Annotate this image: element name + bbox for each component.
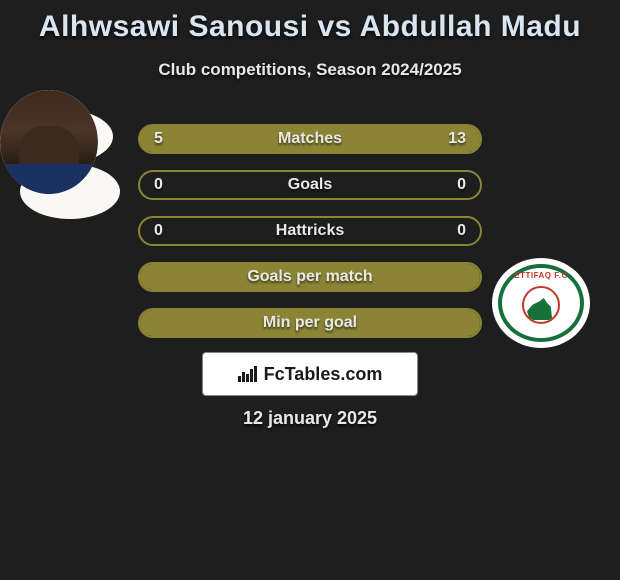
stat-label: Goals (288, 176, 332, 194)
stat-row: Min per goal (138, 308, 482, 338)
comparison-card: Alhwsawi Sanousi vs Abdullah Madu Club c… (0, 0, 620, 90)
club-badge-inner: ETTIFAQ F.C (498, 264, 584, 342)
player2-club-badge: ETTIFAQ F.C (492, 258, 590, 348)
stat-fill-right (235, 126, 480, 152)
stat-row: 0 Goals 0 (138, 170, 482, 200)
stat-value-right: 0 (457, 176, 466, 194)
stat-value-left: 5 (154, 130, 163, 148)
branding-box[interactable]: FcTables.com (202, 352, 418, 396)
stat-label: Matches (278, 130, 342, 148)
stat-value-left: 0 (154, 176, 163, 194)
stat-label: Min per goal (263, 314, 357, 332)
stats-container: 5 Matches 13 0 Goals 0 0 Hattricks 0 Goals per ma… (138, 124, 482, 354)
player-face-graphic (0, 90, 98, 194)
stat-row: 0 Hattricks 0 (138, 216, 482, 246)
page-title: Alhwsawi Sanousi vs Abdullah Madu (0, 10, 620, 44)
stat-label: Hattricks (276, 222, 344, 240)
stat-label: Goals per match (247, 268, 372, 286)
date-text: 12 january 2025 (243, 408, 377, 429)
stat-value-left: 0 (154, 222, 163, 240)
stat-value-right: 0 (457, 222, 466, 240)
stat-row: Goals per match (138, 262, 482, 292)
player2-avatar (0, 90, 98, 194)
club-badge-text: ETTIFAQ F.C (514, 271, 568, 280)
chart-icon (238, 366, 258, 382)
branding-text: FcTables.com (264, 364, 383, 385)
stat-row: 5 Matches 13 (138, 124, 482, 154)
page-subtitle: Club competitions, Season 2024/2025 (0, 60, 620, 80)
club-badge-horse-icon (522, 286, 560, 324)
stat-value-right: 13 (448, 130, 466, 148)
